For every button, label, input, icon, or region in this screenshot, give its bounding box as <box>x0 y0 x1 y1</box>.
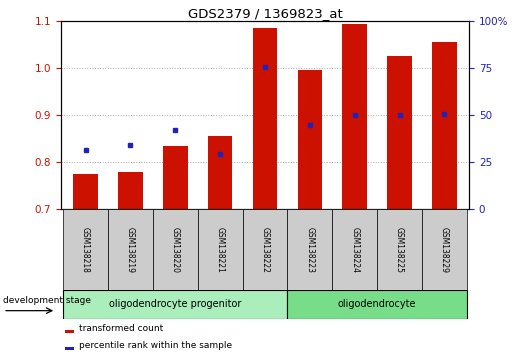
Text: development stage: development stage <box>3 296 91 305</box>
Bar <box>243 209 287 290</box>
Text: GSM138222: GSM138222 <box>261 227 269 273</box>
Bar <box>287 290 467 319</box>
Text: GSM138223: GSM138223 <box>305 227 314 273</box>
Bar <box>422 209 467 290</box>
Bar <box>163 145 188 209</box>
Text: oligodendrocyte: oligodendrocyte <box>338 299 417 309</box>
Bar <box>342 24 367 209</box>
Text: GSM138221: GSM138221 <box>216 227 225 273</box>
Text: GSM138220: GSM138220 <box>171 227 180 273</box>
Bar <box>108 209 153 290</box>
Text: oligodendrocyte progenitor: oligodendrocyte progenitor <box>109 299 242 309</box>
Text: GSM138219: GSM138219 <box>126 227 135 273</box>
Bar <box>65 347 74 350</box>
Bar <box>253 28 277 209</box>
Bar <box>432 42 457 209</box>
Bar <box>208 136 233 209</box>
Bar <box>63 290 287 319</box>
Bar <box>387 56 412 209</box>
Text: transformed count: transformed count <box>80 324 164 333</box>
Bar <box>332 209 377 290</box>
Text: percentile rank within the sample: percentile rank within the sample <box>80 341 233 350</box>
Bar <box>297 70 322 209</box>
Text: GSM138229: GSM138229 <box>440 227 449 273</box>
Bar <box>118 172 143 209</box>
Bar <box>65 330 74 333</box>
Title: GDS2379 / 1369823_at: GDS2379 / 1369823_at <box>188 7 342 20</box>
Text: GSM138225: GSM138225 <box>395 227 404 273</box>
Bar <box>377 209 422 290</box>
Text: GSM138218: GSM138218 <box>81 227 90 273</box>
Text: GSM138224: GSM138224 <box>350 227 359 273</box>
Bar <box>198 209 243 290</box>
Bar <box>73 174 98 209</box>
Bar <box>287 209 332 290</box>
Bar <box>63 209 108 290</box>
Bar <box>153 209 198 290</box>
